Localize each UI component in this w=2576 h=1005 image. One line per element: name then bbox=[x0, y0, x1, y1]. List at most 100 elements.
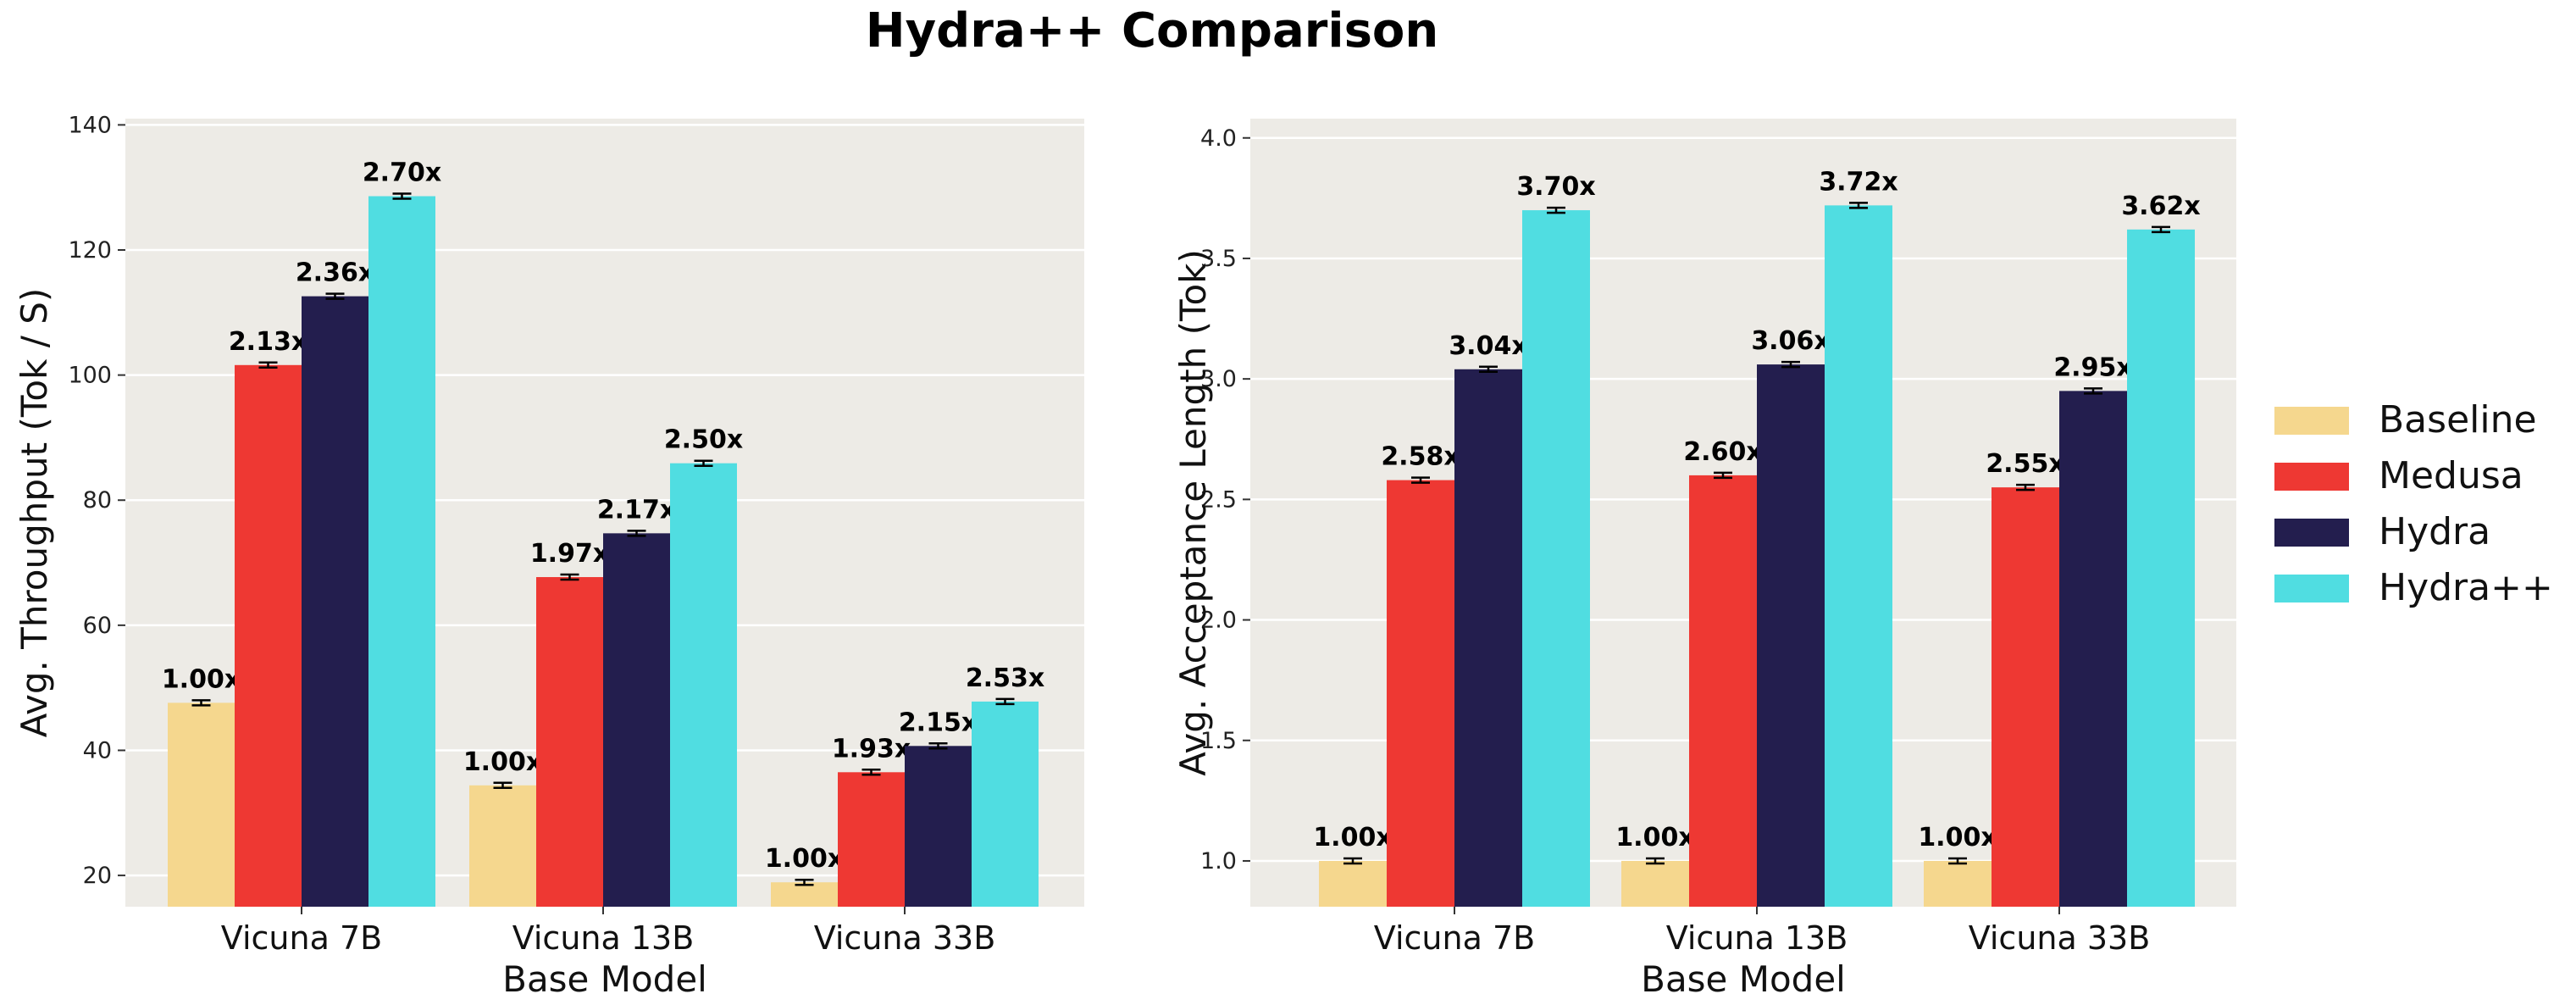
value-label: 2.55x bbox=[1986, 449, 2064, 479]
bar-hydra-vicuna-13b bbox=[1757, 364, 1825, 907]
legend-label: Medusa bbox=[2379, 454, 2523, 497]
error-bar bbox=[861, 769, 881, 776]
error-bar bbox=[928, 742, 948, 750]
legend-swatch bbox=[2274, 575, 2349, 602]
error-bar bbox=[2016, 483, 2035, 491]
error-bar bbox=[1343, 857, 1362, 865]
y-tick-label: 20 bbox=[83, 863, 112, 889]
error-bar bbox=[258, 361, 278, 369]
error-bar bbox=[325, 292, 345, 300]
x-axis-label: Base Model bbox=[1641, 958, 1846, 1000]
value-label: 1.00x bbox=[1615, 823, 1694, 852]
y-tick-label: 60 bbox=[83, 613, 112, 639]
chart-panel-2: 1.0 1.5 2.0 2.5 3.0 3.5 4.0 1.00x 1.00x 1.00x 2.58… bbox=[1172, 119, 2236, 1000]
error-bar bbox=[1547, 206, 1565, 214]
value-label: 1.00x bbox=[162, 664, 241, 694]
value-label: 3.62x bbox=[2121, 192, 2200, 221]
value-label: 2.36x bbox=[296, 258, 374, 288]
error-bar bbox=[1411, 476, 1430, 484]
value-label: 2.13x bbox=[229, 327, 307, 357]
value-label: 1.00x bbox=[1918, 823, 1997, 852]
bar-hydra-vicuna-7b bbox=[1454, 369, 1522, 908]
bar-medusa-vicuna-13b bbox=[536, 577, 603, 907]
value-label: 1.97x bbox=[530, 539, 609, 569]
value-label: 3.70x bbox=[1516, 172, 1595, 202]
y-axis-label: Avg. Throughput (Tok / S) bbox=[14, 288, 55, 738]
value-label: 2.95x bbox=[2053, 353, 2132, 382]
value-label: 1.00x bbox=[765, 844, 844, 874]
legend: Baseline Medusa Hydra Hydra++ bbox=[2274, 398, 2553, 609]
bar-hydra-vicuna-33b bbox=[2127, 229, 2195, 907]
error-bar bbox=[2152, 225, 2170, 234]
y-tick-label: 1.0 bbox=[1200, 848, 1237, 875]
value-label: 2.58x bbox=[1381, 442, 1460, 472]
error-bar bbox=[1714, 471, 1732, 480]
bar-hydra-vicuna-33b bbox=[972, 701, 1039, 907]
bar-hydra-vicuna-13b bbox=[1825, 205, 1892, 907]
x-tick-label: Vicuna 13B bbox=[512, 919, 695, 957]
error-bar bbox=[2084, 387, 2102, 395]
bar-baseline-vicuna-13b bbox=[1621, 860, 1689, 907]
legend-swatch bbox=[2274, 519, 2349, 547]
legend-item-hydra: Hydra++ bbox=[2274, 566, 2553, 609]
value-label: 3.06x bbox=[1751, 326, 1830, 356]
legend-swatch bbox=[2274, 463, 2349, 491]
error-bar bbox=[795, 878, 814, 886]
x-tick-label: Vicuna 7B bbox=[1374, 919, 1535, 957]
value-label: 1.00x bbox=[1313, 823, 1392, 852]
bar-hydra-vicuna-13b bbox=[603, 533, 670, 907]
bar-hydra-vicuna-13b bbox=[670, 463, 737, 907]
bar-baseline-vicuna-7b bbox=[1319, 860, 1387, 907]
error-bar bbox=[1781, 360, 1800, 369]
legend-label: Hydra++ bbox=[2379, 566, 2553, 609]
bar-hydra-vicuna-33b bbox=[2059, 391, 2127, 907]
value-label: 1.93x bbox=[832, 734, 911, 763]
legend-item-medusa: Medusa bbox=[2274, 454, 2523, 497]
x-tick-label: Vicuna 33B bbox=[1969, 919, 2151, 957]
x-axis-label: Base Model bbox=[502, 958, 707, 1000]
error-bar bbox=[995, 697, 1015, 706]
legend-item-hydra: Hydra bbox=[2274, 510, 2490, 553]
bar-hydra-vicuna-7b bbox=[1522, 210, 1590, 908]
x-tick-label: Vicuna 33B bbox=[814, 919, 996, 957]
chart-panel-1: 20 40 60 80 100 120 140 1.00x 1.00x 1.00x 2.13x 1.9… bbox=[14, 112, 1084, 1000]
y-tick-label: 2.5 bbox=[1200, 486, 1237, 513]
error-bar bbox=[191, 699, 211, 707]
value-label: 2.60x bbox=[1683, 437, 1762, 467]
error-bar bbox=[1849, 202, 1868, 209]
error-bar bbox=[392, 192, 412, 200]
y-tick-label: 80 bbox=[83, 487, 112, 514]
value-label: 3.72x bbox=[1819, 167, 1897, 197]
bar-medusa-vicuna-33b bbox=[1992, 487, 2059, 907]
legend-swatch bbox=[2274, 407, 2349, 435]
y-axis-label: Avg. Acceptance Length (Tok) bbox=[1172, 249, 1214, 776]
figure-title: Hydra++ Comparison bbox=[865, 3, 1439, 58]
bar-medusa-vicuna-13b bbox=[1689, 475, 1757, 907]
legend-item-baseline: Baseline bbox=[2274, 398, 2537, 441]
legend-label: Baseline bbox=[2379, 398, 2537, 441]
y-tick-label: 4.0 bbox=[1200, 125, 1237, 152]
bar-baseline-vicuna-13b bbox=[469, 785, 536, 907]
bar-hydra-vicuna-7b bbox=[302, 296, 368, 908]
y-tick-label: 3.0 bbox=[1200, 366, 1237, 392]
x-tick-label: Vicuna 13B bbox=[1666, 919, 1848, 957]
value-label: 2.70x bbox=[363, 158, 441, 188]
y-tick-label: 1.5 bbox=[1200, 728, 1237, 754]
value-label: 1.00x bbox=[463, 747, 542, 777]
bar-medusa-vicuna-7b bbox=[235, 364, 302, 907]
error-bar bbox=[1948, 857, 1967, 865]
bar-baseline-vicuna-7b bbox=[168, 702, 235, 907]
value-label: 2.17x bbox=[597, 495, 676, 525]
y-tick-label: 40 bbox=[83, 737, 112, 763]
y-tick-label: 3.5 bbox=[1200, 246, 1237, 272]
error-bar bbox=[627, 530, 646, 537]
bar-baseline-vicuna-33b bbox=[771, 882, 838, 907]
error-bar bbox=[493, 781, 512, 790]
value-label: 2.15x bbox=[899, 708, 978, 737]
bar-hydra-vicuna-7b bbox=[368, 196, 435, 907]
y-tick-label: 100 bbox=[68, 363, 112, 389]
bar-hydra-vicuna-33b bbox=[905, 746, 972, 907]
error-bar bbox=[694, 459, 713, 467]
